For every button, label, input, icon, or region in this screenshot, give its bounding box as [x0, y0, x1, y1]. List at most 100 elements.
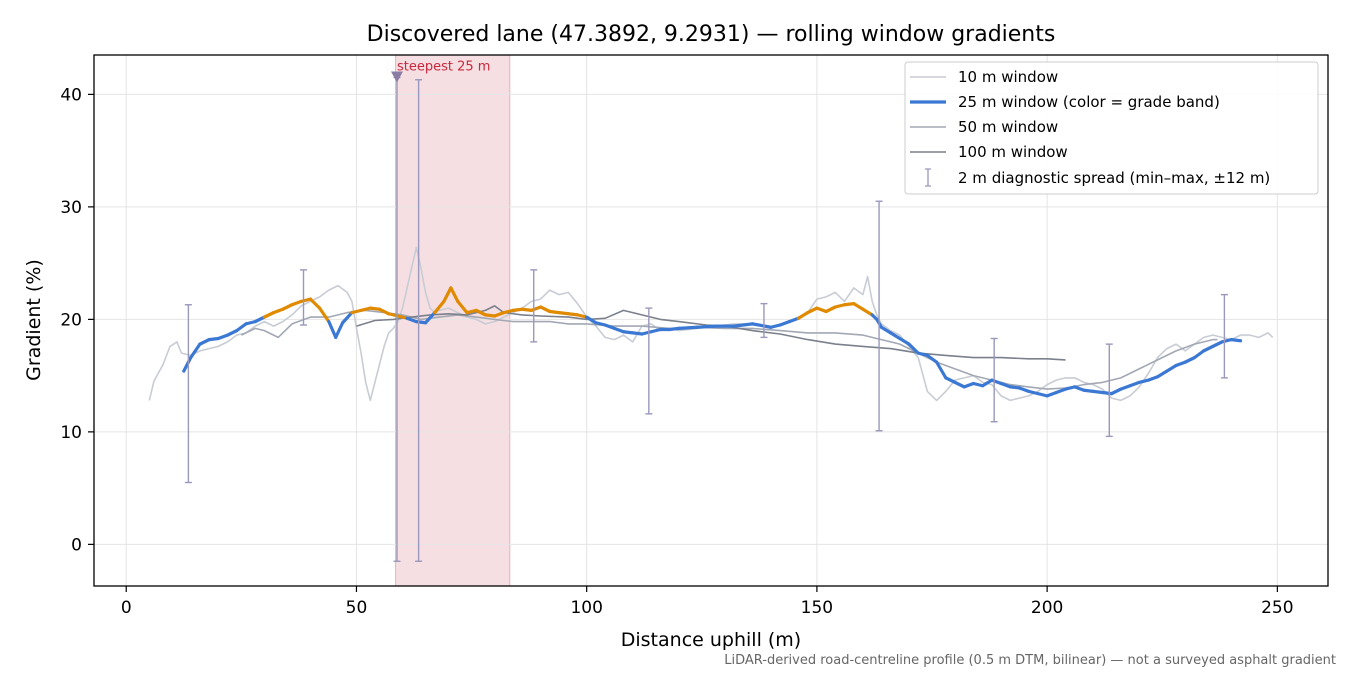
series-w25-segment [198, 338, 211, 346]
y-tick-label: 40 [60, 85, 82, 105]
series-w25-segment [405, 316, 418, 324]
x-axis: 0 50 100 150 200 250 [121, 586, 1294, 618]
x-tick-label: 200 [1031, 598, 1063, 618]
legend-label-spread: 2 m diagnostic spread (min–max, ±12 m) [958, 169, 1270, 187]
series-w25-segment [1128, 380, 1141, 388]
series-w25-segment [750, 322, 773, 329]
series-w25-segment [1119, 384, 1132, 391]
series-w100-line [356, 305, 1066, 361]
series-w25-segment [492, 311, 506, 318]
series-w25-segment [271, 307, 285, 315]
series-w25-segment [281, 303, 294, 311]
series-w25-segment [1192, 349, 1206, 360]
legend-swatch-spread [925, 168, 931, 187]
legend: 10 m window 25 m window (color = grade b… [904, 61, 1319, 195]
series-w25-segment [953, 380, 966, 389]
series-w25-segment [235, 322, 248, 333]
series-w25-segment [935, 360, 948, 380]
series-w25-segment [182, 356, 193, 373]
series-w25-segment [456, 299, 469, 315]
series-w25-segment [787, 316, 801, 324]
series-w25-segment [898, 336, 911, 346]
x-tick-label: 100 [570, 598, 602, 618]
series-w25-segment [1211, 340, 1224, 348]
series-w25-segment [778, 320, 791, 327]
series-w25-segment [585, 315, 598, 325]
legend-box [904, 61, 1319, 195]
series-w25-segment [1174, 360, 1187, 368]
series-w25-segment [290, 299, 303, 307]
series-w25-segment [1229, 338, 1243, 343]
series-w25-segment [433, 299, 446, 315]
y-tick-label: 10 [60, 423, 82, 443]
legend-label-w100: 100 m window [958, 143, 1068, 161]
error-bar [645, 307, 653, 415]
series-w25-segment [529, 305, 543, 312]
series-w25-segment [449, 286, 460, 303]
series-w25-segment [990, 378, 1003, 386]
series-w25-segment [1054, 387, 1068, 395]
legend-label-w10: 10 m window [958, 68, 1058, 86]
y-tick-label: 30 [60, 198, 82, 218]
series-w25-segment [981, 378, 994, 388]
y-axis-label: Gradient (%) [23, 259, 45, 381]
series-w25-segment [1183, 356, 1197, 364]
y-axis: 0 10 20 30 40 [60, 85, 94, 555]
series-w25-segment [999, 381, 1012, 389]
series-w25-segment [442, 286, 453, 303]
series-w25-segment [1156, 369, 1169, 379]
legend-label-w50: 50 m window [958, 118, 1058, 136]
series-w25-segment [539, 305, 552, 314]
series-w25-segment [1045, 390, 1058, 398]
series-w25-segment [474, 308, 487, 317]
error-bar [300, 269, 308, 326]
steepest-marker [390, 71, 403, 83]
y-tick-label: 20 [60, 310, 82, 330]
series-w10-line [148, 246, 1274, 402]
series-w25-segment [603, 323, 616, 330]
series-w25-segment [1073, 385, 1086, 392]
series-w25-segment [216, 333, 230, 341]
series-w25-segment [225, 329, 239, 337]
chart-title: Discovered lane (47.3892, 9.2931) — roll… [367, 22, 1056, 47]
highlight-label: steepest 25 m [397, 60, 490, 75]
series-w25-segment [888, 331, 902, 341]
x-tick-label: 150 [801, 598, 833, 618]
series-w25-segment [944, 376, 957, 384]
series-w25-segment [1017, 386, 1031, 393]
series-w25-segment [341, 311, 354, 325]
series-w25-segment [861, 307, 874, 317]
series-w25-segment [253, 315, 266, 324]
plot-frame [93, 54, 1329, 587]
series-w25-segment [796, 311, 810, 320]
plot-area: steepest 25 m 0 50 100 150 200 250 0 10 20 30 40 [60, 54, 1329, 618]
series-w25-segment [308, 297, 322, 310]
series-w25-segment [925, 353, 939, 364]
error-bar [1220, 293, 1228, 379]
series-w25-segment [962, 381, 976, 389]
series-w25-segment [907, 342, 920, 355]
error-bar [1105, 343, 1113, 438]
series-w25-segment [423, 311, 437, 325]
series-w25-segment [1202, 344, 1215, 353]
error-bar [530, 269, 538, 343]
series-w25-segment [732, 322, 755, 328]
error-bar [415, 79, 423, 562]
error-bar [760, 302, 768, 339]
series-w50-line [240, 309, 1218, 390]
series-w25-segment [824, 305, 837, 314]
series-w25-segment [1165, 363, 1178, 373]
x-tick-label: 50 [346, 598, 368, 618]
series-w25-segment [262, 311, 276, 319]
series-w25-segment [852, 302, 865, 311]
grid [94, 55, 1328, 586]
error-bar [184, 304, 192, 484]
series-w25-segment [612, 326, 626, 334]
series-w25-segment [377, 307, 391, 316]
footnote: LiDAR-derived road-centreline profile (0… [724, 653, 1336, 668]
series-w25-segment [806, 306, 819, 315]
series-w25-segment [695, 324, 718, 329]
series-w25-segment [318, 306, 331, 324]
x-tick-label: 0 [121, 598, 132, 618]
